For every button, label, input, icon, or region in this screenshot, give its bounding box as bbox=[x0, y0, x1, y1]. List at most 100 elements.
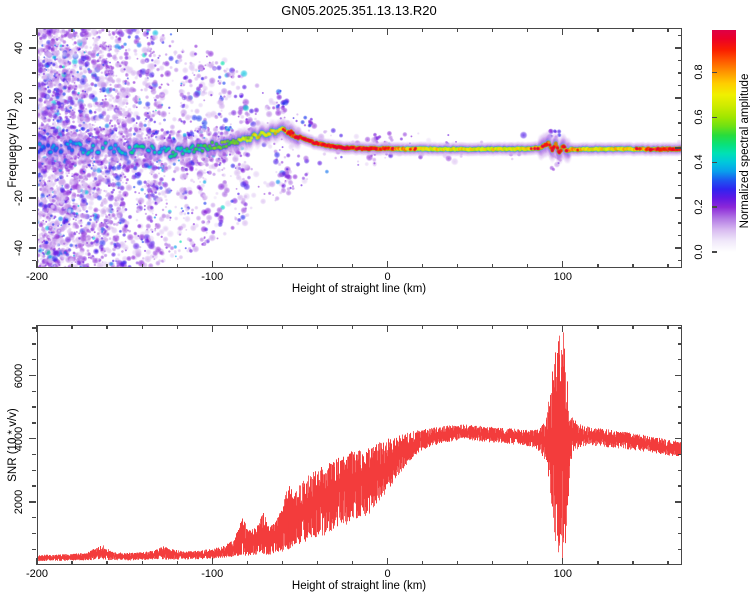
y-tick bbox=[29, 197, 36, 199]
y-tick bbox=[675, 374, 682, 377]
x-tick bbox=[667, 561, 669, 565]
y-tick bbox=[678, 72, 682, 74]
y-tick bbox=[678, 422, 682, 424]
x-tick bbox=[281, 325, 284, 329]
x-tick bbox=[71, 264, 73, 268]
x-tick bbox=[562, 558, 564, 565]
x-tick bbox=[386, 28, 389, 35]
y-tick bbox=[678, 516, 682, 519]
y-tick bbox=[675, 47, 682, 49]
x-tick bbox=[421, 264, 424, 268]
x-tick bbox=[457, 325, 459, 329]
x-tick bbox=[141, 325, 143, 329]
y-tick-label: -20 bbox=[13, 190, 25, 206]
y-tick bbox=[678, 134, 682, 137]
x-tick bbox=[71, 325, 73, 329]
x-tick bbox=[316, 325, 319, 329]
x-tick bbox=[211, 325, 213, 332]
x-tick bbox=[316, 28, 319, 32]
x-tick bbox=[106, 28, 108, 32]
y-tick bbox=[678, 532, 682, 535]
spectrogram-plot bbox=[36, 28, 682, 268]
y-tick bbox=[678, 209, 682, 212]
y-tick bbox=[29, 47, 36, 49]
x-tick bbox=[141, 28, 143, 32]
y-tick bbox=[32, 406, 36, 408]
x-tick bbox=[597, 28, 599, 32]
spectrogram-canvas bbox=[37, 28, 682, 268]
x-tick bbox=[457, 561, 459, 565]
x-tick bbox=[36, 28, 38, 35]
x-tick bbox=[527, 561, 529, 565]
y-tick bbox=[32, 209, 36, 212]
x-tick bbox=[211, 28, 213, 35]
y-tick bbox=[678, 222, 682, 224]
y-tick bbox=[32, 327, 36, 329]
x-tick bbox=[71, 561, 73, 565]
x-tick bbox=[316, 264, 319, 268]
x-tick bbox=[106, 264, 108, 268]
x-tick bbox=[632, 264, 634, 268]
y-tick bbox=[32, 532, 36, 535]
y-tick bbox=[678, 406, 682, 408]
y-tick bbox=[32, 485, 36, 487]
y-tick bbox=[32, 453, 36, 456]
colorbar-tick bbox=[712, 116, 717, 118]
y-tick-label: 4000 bbox=[13, 426, 25, 451]
x-tick bbox=[36, 325, 38, 332]
snr-plot bbox=[36, 325, 682, 565]
y-tick bbox=[678, 172, 682, 174]
x-tick bbox=[386, 261, 389, 268]
x-tick bbox=[351, 561, 354, 565]
y-tick bbox=[675, 247, 682, 249]
x-tick bbox=[211, 261, 213, 268]
y-tick bbox=[675, 437, 682, 440]
x-tick bbox=[492, 325, 494, 329]
x-tick bbox=[421, 325, 424, 329]
x-tick bbox=[246, 561, 248, 565]
x-tick bbox=[316, 561, 319, 565]
x-tick bbox=[176, 28, 178, 32]
y-tick bbox=[678, 259, 682, 262]
y-tick bbox=[32, 34, 36, 37]
x-tick-label: -100 bbox=[201, 568, 224, 580]
y-tick bbox=[32, 548, 36, 550]
x-tick bbox=[71, 28, 73, 32]
y-tick bbox=[32, 109, 36, 112]
y-tick bbox=[29, 247, 36, 249]
y-tick bbox=[32, 159, 36, 162]
y-tick bbox=[678, 453, 682, 456]
colorbar bbox=[712, 30, 736, 273]
colorbar-tick-label: 0.6 bbox=[693, 109, 705, 125]
x-tick-label: 0 bbox=[384, 271, 391, 283]
colorbar-tick-label: 0.4 bbox=[693, 154, 705, 170]
y-tick bbox=[32, 469, 36, 471]
y-tick bbox=[678, 84, 682, 87]
x-tick-label: 100 bbox=[553, 568, 572, 580]
y-tick bbox=[32, 59, 36, 62]
colorbar-tick bbox=[712, 251, 717, 253]
y-tick bbox=[678, 469, 682, 471]
x-tick bbox=[281, 28, 284, 32]
y-tick bbox=[678, 548, 682, 550]
x-tick bbox=[246, 325, 248, 329]
x-tick bbox=[527, 264, 529, 268]
x-tick bbox=[351, 264, 354, 268]
colorbar-gradient bbox=[712, 30, 736, 273]
x-tick bbox=[597, 325, 599, 329]
y-tick bbox=[32, 134, 36, 137]
x-tick bbox=[386, 558, 389, 565]
y-tick bbox=[675, 197, 682, 199]
y-tick bbox=[678, 234, 682, 237]
y-tick bbox=[678, 59, 682, 62]
x-tick bbox=[632, 28, 634, 32]
x-tick bbox=[562, 325, 564, 332]
x-tick bbox=[562, 261, 564, 268]
y-tick bbox=[29, 437, 36, 440]
x-tick bbox=[492, 28, 494, 32]
y-tick bbox=[32, 122, 36, 124]
colorbar-tick-label: 0.0 bbox=[693, 244, 705, 260]
y-tick-label: 0 bbox=[13, 144, 25, 152]
colorbar-tick bbox=[712, 206, 717, 208]
x-tick-label: 0 bbox=[384, 568, 391, 580]
